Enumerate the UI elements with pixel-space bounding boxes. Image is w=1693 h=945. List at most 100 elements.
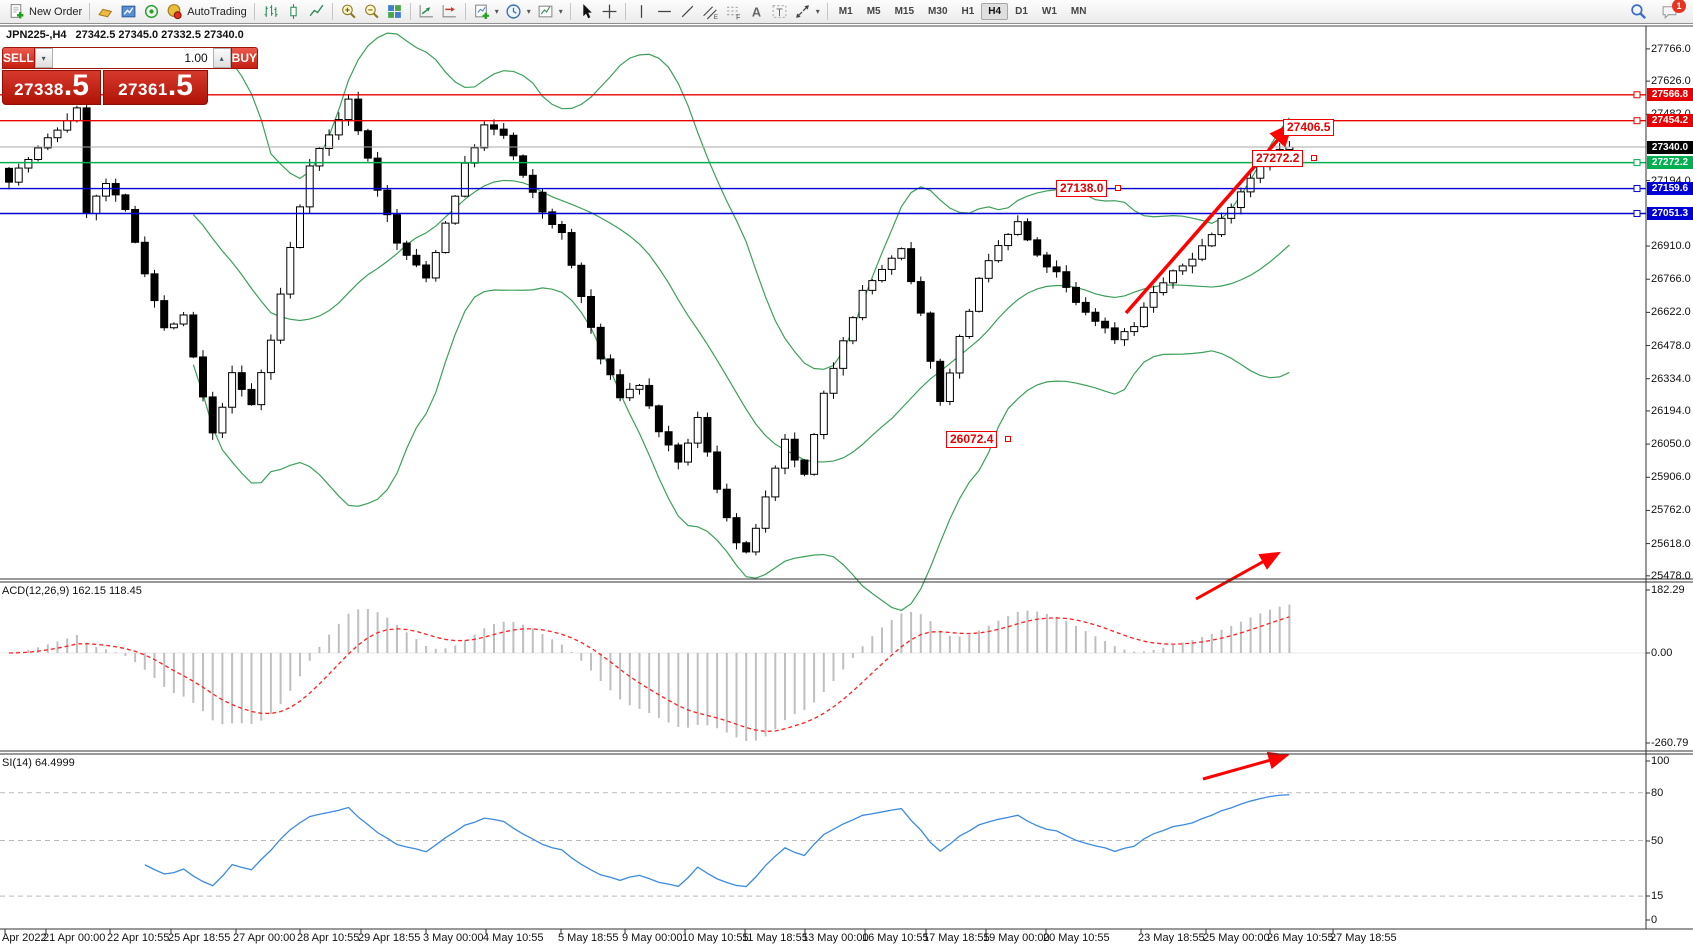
timeframe-m5[interactable]: M5 — [866, 6, 881, 17]
svg-text:F: F — [736, 14, 740, 20]
trend-arrow[interactable] — [1202, 751, 1290, 781]
dropdown-caret: ▾ — [815, 7, 820, 16]
candlestick-icon — [290, 4, 297, 19]
sell-price-int: 27338 — [14, 80, 64, 99]
autotrading-button[interactable]: AutoTrading — [163, 1, 250, 22]
arrows-tool[interactable]: ▾ — [791, 1, 823, 22]
sell-button[interactable]: SELL — [2, 47, 35, 69]
crosshair-icon — [602, 4, 617, 19]
templates-menu-button[interactable]: ▾ — [534, 1, 566, 22]
channel-tool[interactable]: E — [699, 1, 722, 22]
trend-arrows[interactable] — [1124, 122, 1294, 781]
timeframe-w1[interactable]: W1 — [1041, 6, 1057, 17]
market-depth-button[interactable] — [94, 1, 117, 22]
chart-shift-icon — [442, 5, 456, 18]
rsi-line — [144, 794, 1290, 888]
timeframe-h4[interactable]: H4 — [981, 3, 1009, 20]
chart-window-icon — [121, 5, 136, 18]
crosshair-tool-button[interactable] — [598, 1, 621, 22]
svg-text:E: E — [713, 14, 717, 20]
tile-windows-button[interactable] — [383, 1, 406, 22]
separator — [89, 3, 91, 20]
trendline-tool[interactable] — [676, 1, 699, 22]
trend-arrow[interactable] — [1195, 551, 1281, 601]
timeframe-group: M1 M5 M15 M30 H1 H4 D1 W1 MN — [832, 3, 1094, 20]
hline-handle[interactable] — [1633, 159, 1641, 167]
timeframe-h1[interactable]: H1 — [961, 6, 975, 17]
volume-spinner: ▾ ▴ — [34, 47, 231, 69]
hline-handle[interactable] — [1633, 91, 1641, 99]
signals-button[interactable] — [140, 1, 163, 22]
vertical-line-tool[interactable] — [630, 1, 653, 22]
buy-button[interactable]: BUY — [230, 47, 259, 69]
sell-price-dec: .5 — [63, 69, 89, 102]
macd-signal-line — [8, 616, 1290, 733]
timeframe-m30[interactable]: M30 — [928, 6, 948, 17]
sell-price[interactable]: 27338 .5 — [2, 70, 101, 105]
symbol-timeframe: JPN225-,H4 — [6, 29, 67, 41]
fibonacci-tool[interactable]: F — [722, 1, 745, 22]
timeframe-m15[interactable]: M15 — [894, 6, 915, 17]
candlestick-mode-button[interactable] — [282, 1, 305, 22]
new-order-button[interactable]: New Order — [5, 1, 85, 22]
trendline-icon — [681, 5, 694, 18]
price-annotation[interactable]: 27406.5 — [1283, 119, 1335, 136]
svg-text:T: T — [776, 7, 783, 19]
line-chart-mode-button[interactable] — [305, 1, 328, 22]
search-icon[interactable] — [1630, 3, 1647, 20]
chart-window-button[interactable] — [117, 1, 140, 22]
macd-label: ACD(12,26,9) 162.15 118.45 — [2, 585, 142, 597]
hline-handle[interactable] — [1633, 209, 1641, 217]
horizontal-line-tool[interactable] — [653, 1, 676, 22]
price-annotation[interactable]: 27272.2 — [1252, 150, 1304, 167]
horizontal-level-lines[interactable] — [0, 91, 1646, 217]
auto-scroll-icon — [419, 5, 433, 18]
zoom-in-button[interactable] — [337, 1, 360, 22]
buy-price-dec: .5 — [167, 69, 193, 102]
rsi-indicator — [0, 792, 1646, 897]
separator — [253, 3, 255, 20]
text-tool[interactable]: A — [745, 1, 768, 22]
zoom-out-button[interactable] — [360, 1, 383, 22]
vertical-line-icon — [640, 5, 642, 18]
hline-handle[interactable] — [1633, 185, 1641, 193]
volume-increase-button[interactable]: ▴ — [212, 48, 231, 68]
ohlc-quote: 27342.5 27345.0 27332.5 27340.0 — [75, 29, 244, 41]
bollinger-bands — [192, 32, 1290, 612]
volume-decrease-button[interactable]: ▾ — [34, 48, 53, 68]
notification-count-badge: 1 — [1672, 0, 1686, 13]
cursor-icon — [583, 4, 592, 19]
bar-chart-mode-button[interactable] — [259, 1, 282, 22]
periods-menu-button[interactable]: ▾ — [502, 1, 534, 22]
new-order-icon — [10, 4, 24, 19]
add-indicator-icon — [474, 4, 489, 19]
buy-price[interactable]: 27361 .5 — [103, 70, 208, 105]
auto-scroll-button[interactable] — [415, 1, 438, 22]
channel-icon: E — [702, 6, 718, 20]
price-annotation[interactable]: 27138.0 — [1056, 180, 1108, 197]
separator — [464, 3, 466, 20]
hline-handle[interactable] — [1633, 117, 1641, 125]
line-chart-icon — [309, 4, 324, 17]
chart-shift-button[interactable] — [438, 1, 461, 22]
bollinger-lower — [192, 287, 1290, 612]
volume-input[interactable] — [52, 48, 213, 68]
fibonacci-icon: F — [726, 6, 740, 20]
timeframe-mn[interactable]: MN — [1070, 6, 1087, 17]
separator — [331, 3, 333, 20]
dropdown-caret: ▾ — [494, 7, 499, 16]
text-label-tool[interactable]: T — [768, 1, 791, 22]
timeframe-d1[interactable]: D1 — [1015, 6, 1028, 17]
main-toolbar: New Order AutoTrading — [0, 0, 1693, 24]
price-annotation[interactable]: 26072.4 — [946, 431, 998, 448]
indicators-menu-button[interactable]: ▾ — [470, 1, 502, 22]
dropdown-caret: ▾ — [558, 7, 563, 16]
notifications-button[interactable]: 1 — [1661, 0, 1686, 20]
cursor-tool-button[interactable] — [575, 1, 598, 22]
separator — [569, 3, 571, 20]
timeframe-m1[interactable]: M1 — [838, 6, 853, 17]
zoom-in-icon — [341, 4, 356, 19]
